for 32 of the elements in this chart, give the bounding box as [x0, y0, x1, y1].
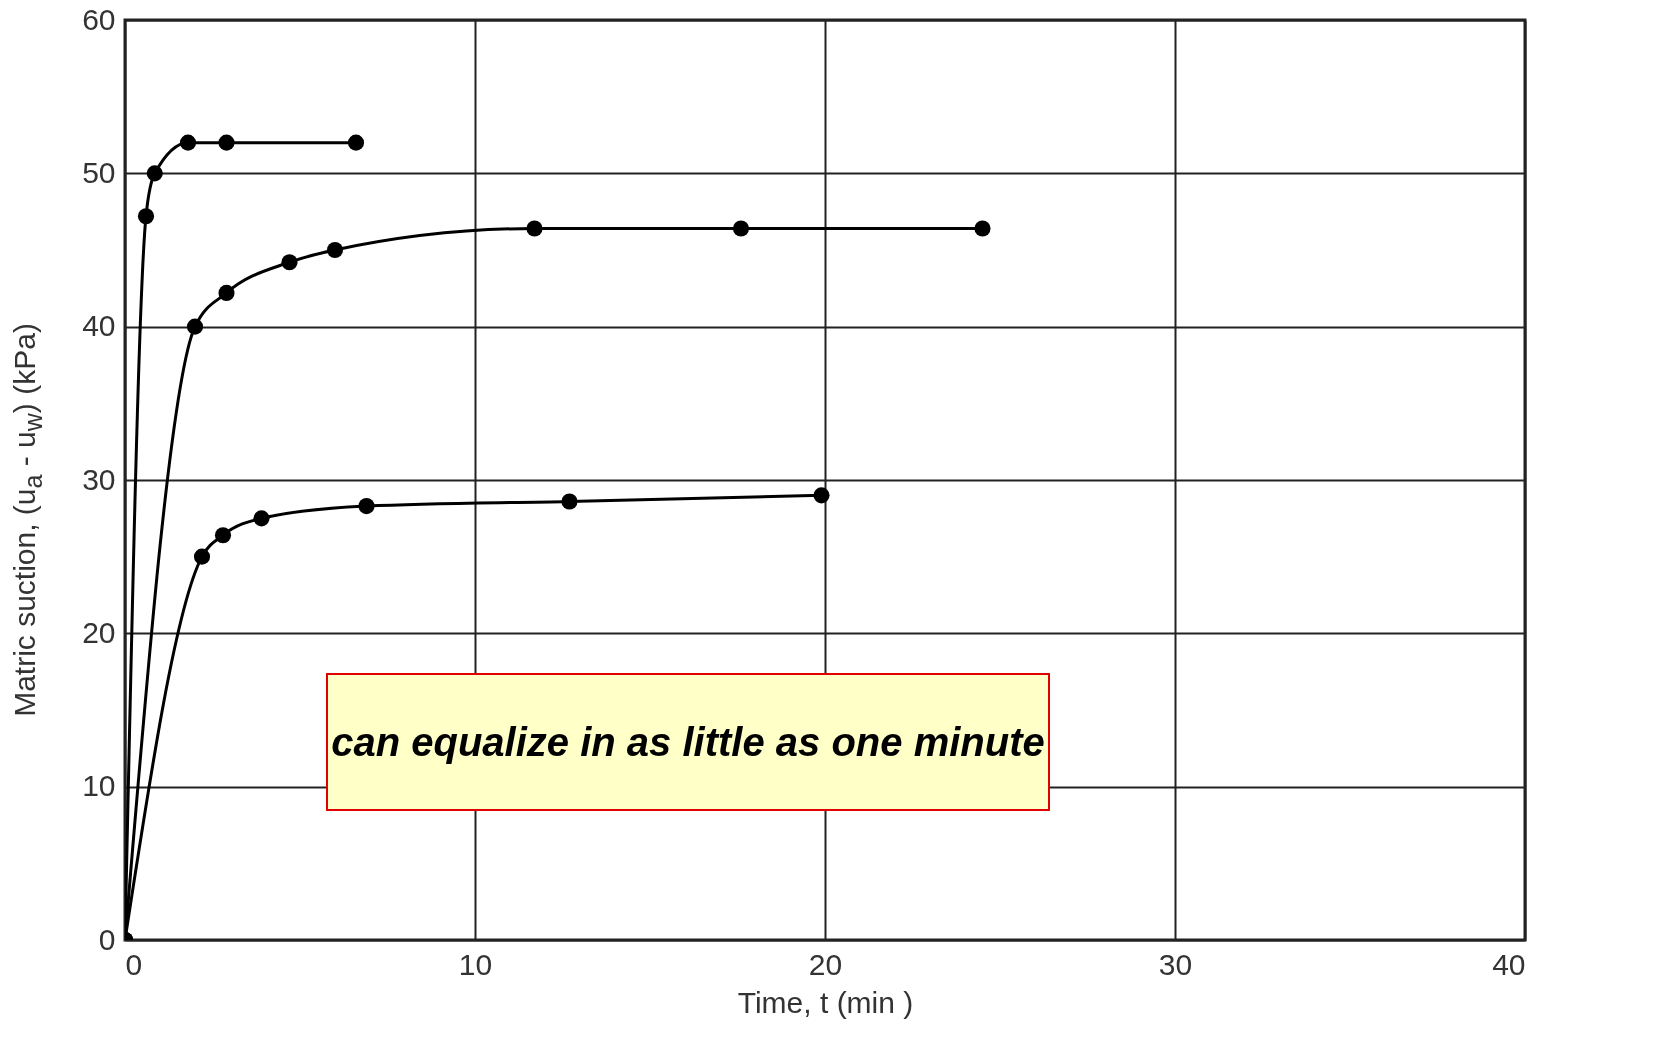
point — [214, 527, 232, 544]
y-tick-label: 30 — [82, 462, 116, 496]
x-axis-title: Time, t (min ) — [737, 985, 914, 1019]
point — [561, 493, 578, 510]
point — [137, 208, 155, 225]
y-tick-label: 60 — [82, 2, 116, 36]
y-tick-label: 40 — [82, 309, 116, 343]
x-tick-label: 20 — [808, 947, 843, 981]
point — [218, 284, 235, 301]
x-tick-label: 40 — [1492, 947, 1526, 981]
point — [347, 134, 365, 151]
y-tick-label: 20 — [82, 615, 116, 649]
point — [186, 318, 204, 335]
point — [218, 134, 235, 151]
y-tick-label: 10 — [82, 769, 116, 803]
point — [146, 165, 163, 182]
point — [813, 487, 830, 504]
y-tick-label: 0 — [98, 922, 116, 956]
annotation: can equalize in as little as one minute — [326, 673, 1050, 811]
point — [253, 510, 270, 527]
point — [974, 220, 991, 237]
point — [732, 220, 750, 237]
y-tick-label: 50 — [82, 155, 116, 189]
point — [526, 220, 543, 237]
x-tick-label: 0 — [125, 947, 143, 981]
x-tick-label: 30 — [1158, 947, 1193, 981]
point — [358, 498, 375, 515]
point — [326, 241, 344, 259]
point — [281, 254, 298, 271]
x-tick-label: 10 — [458, 947, 493, 981]
point — [193, 548, 211, 565]
point — [179, 134, 197, 151]
